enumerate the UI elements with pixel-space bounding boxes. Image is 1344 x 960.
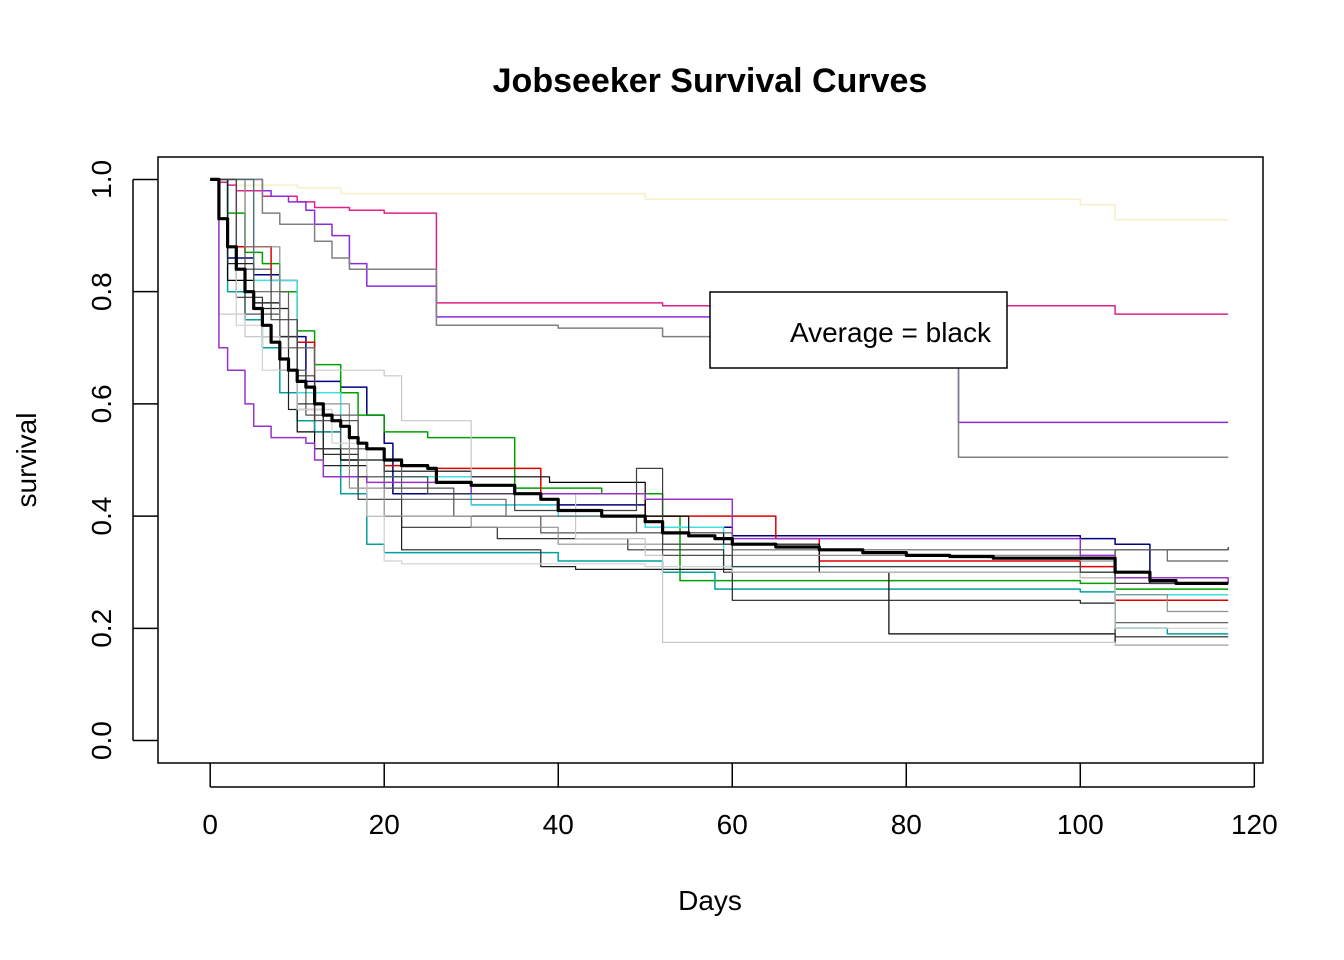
- x-axis-label: Days: [678, 885, 742, 916]
- series-1-line: [210, 178, 1229, 221]
- series-6-line: [210, 178, 1229, 590]
- x-tick-label: 0: [202, 809, 218, 840]
- y-tick-label: 0.8: [86, 272, 117, 311]
- series-19-line: [210, 178, 1229, 584]
- series-15-line: [210, 178, 1229, 646]
- series-17-line: [210, 178, 1229, 584]
- y-tick-label: 0.2: [86, 609, 117, 648]
- series-14-line: [210, 178, 1229, 613]
- series-5-line: [210, 178, 1229, 585]
- y-tick-label: 1.0: [86, 160, 117, 199]
- series-13-line: [210, 178, 1229, 638]
- series-18-line: [210, 178, 1229, 562]
- axes: 0 20 40 60 80 100 120 0.0 0.2 0.4 0.6 0.8 1.0: [86, 160, 1278, 840]
- series-16-line: [210, 178, 1229, 629]
- series-8-line: [210, 178, 1229, 635]
- x-tick-label: 120: [1231, 809, 1278, 840]
- y-axis-label: survival: [11, 413, 42, 508]
- legend-text: Average = black: [790, 317, 992, 348]
- x-tick-label: 80: [891, 809, 922, 840]
- y-tick-label: 0.4: [86, 497, 117, 536]
- legend-box: [709, 291, 1008, 369]
- legend: Average = black: [709, 291, 1008, 369]
- x-tick-label: 40: [543, 809, 574, 840]
- x-tick-label: 20: [369, 809, 400, 840]
- series-20-line: [210, 177, 1229, 585]
- series-10-line: [210, 178, 1229, 646]
- x-tick-label: 100: [1057, 809, 1104, 840]
- y-tick-label: 0.6: [86, 384, 117, 423]
- series-11-line: [210, 178, 1229, 624]
- series-12-line: [210, 178, 1229, 573]
- survival-curves: [210, 177, 1229, 646]
- plot-frame: [157, 156, 1264, 764]
- y-tick-label: 0.0: [86, 721, 117, 760]
- x-tick-label: 60: [717, 809, 748, 840]
- chart-title: Jobseeker Survival Curves: [493, 62, 928, 100]
